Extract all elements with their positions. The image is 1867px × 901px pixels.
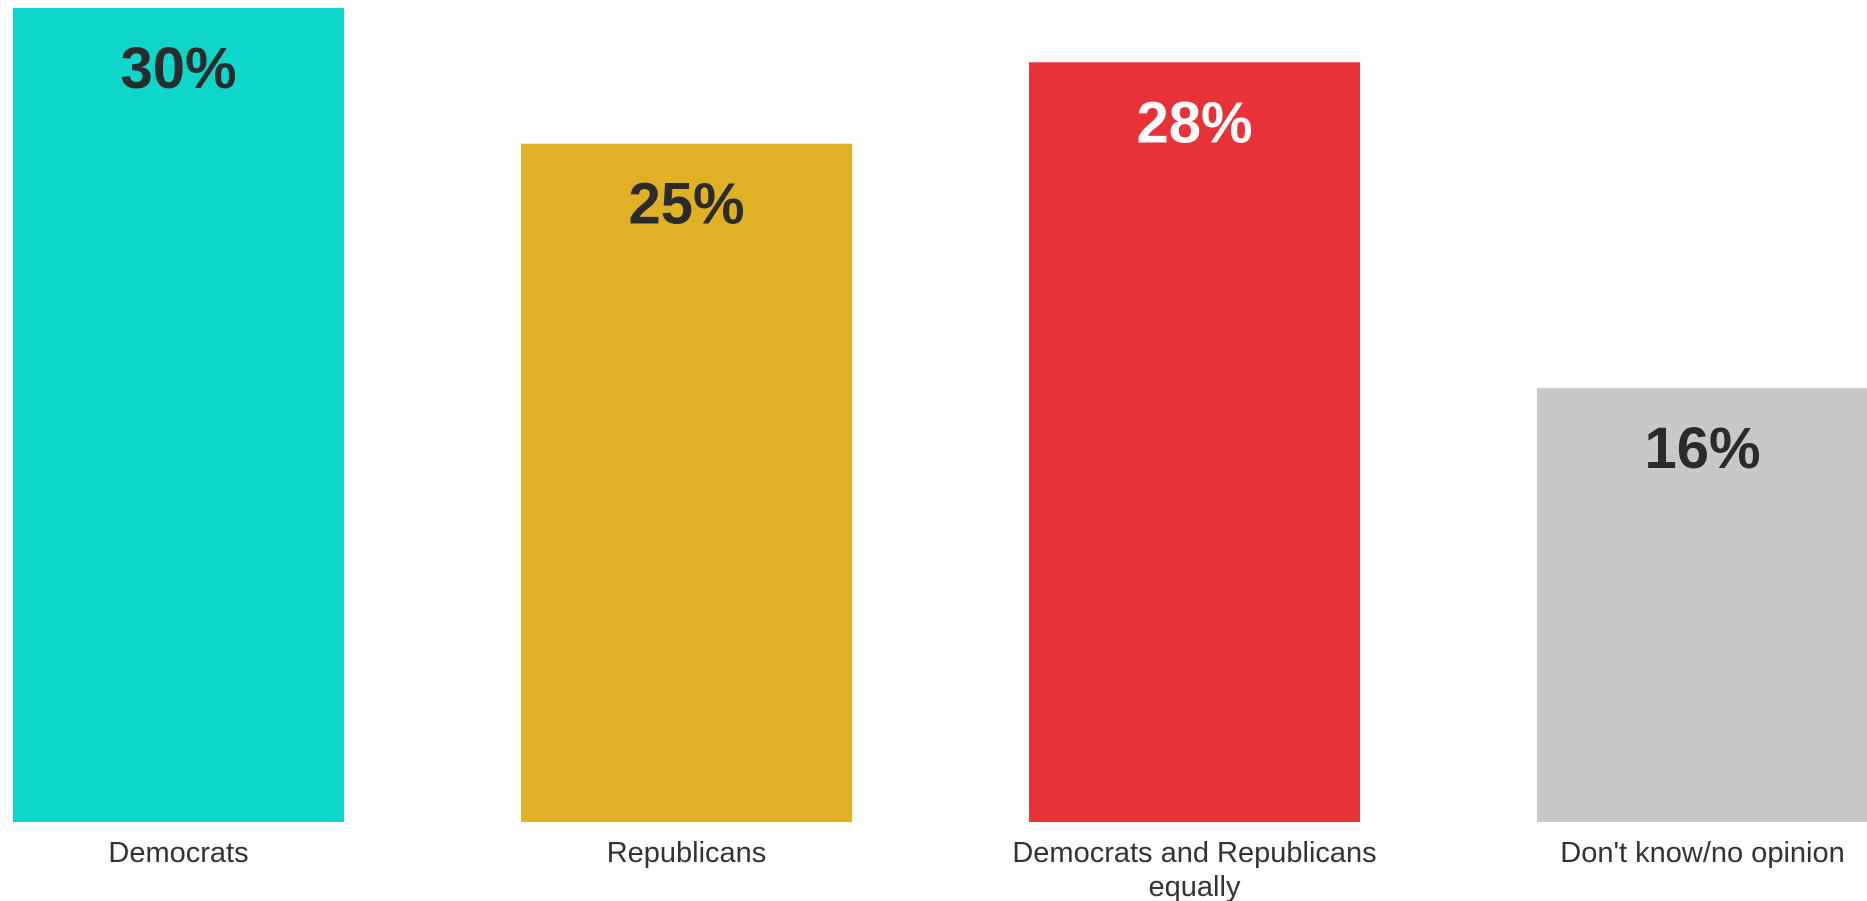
- bar-0: [13, 8, 344, 822]
- bar-1: [521, 143, 852, 822]
- value-label-3: 16%: [1644, 416, 1760, 481]
- bar-3: [1537, 387, 1867, 822]
- category-label-1: Republicans: [607, 837, 767, 869]
- category-label-0: Democrats: [108, 837, 248, 869]
- category-label-2-line-0: Democrats and Republicans: [1012, 837, 1376, 869]
- bar-2: [1029, 62, 1360, 823]
- value-label-1: 25%: [628, 172, 744, 237]
- category-label-2-line-1: equally: [1149, 871, 1241, 901]
- category-label-3: Don't know/no opinion: [1560, 837, 1844, 869]
- value-label-0: 30%: [120, 36, 236, 101]
- value-label-2: 28%: [1136, 90, 1252, 155]
